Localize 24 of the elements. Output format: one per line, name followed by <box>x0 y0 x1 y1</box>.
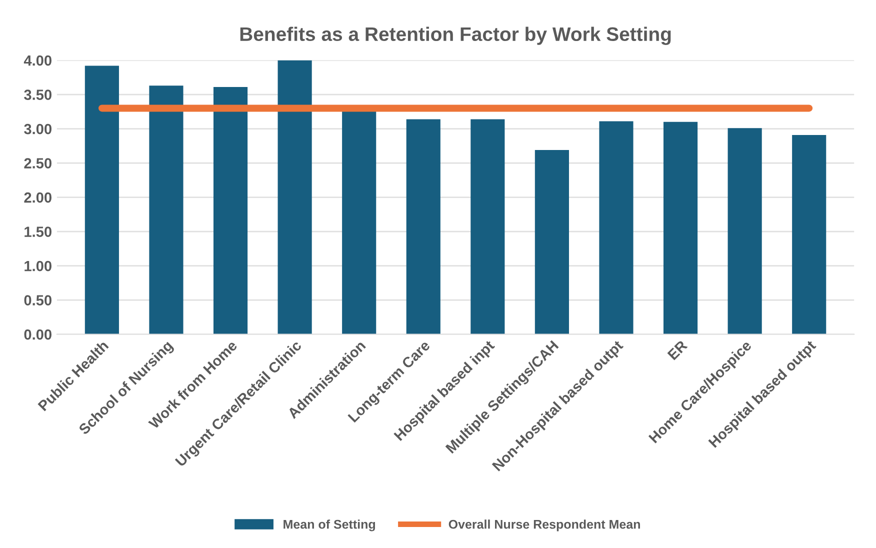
bar <box>534 150 569 334</box>
y-tick-label: 0.00 <box>24 329 52 340</box>
bar <box>599 121 634 334</box>
bar <box>149 86 184 334</box>
y-tick-label: 3.00 <box>24 124 52 134</box>
legend-label: Overall Nurse Respondent Mean <box>448 520 640 532</box>
y-tick-label: 0.50 <box>24 295 52 306</box>
y-tick-label: 1.00 <box>24 260 52 272</box>
bar <box>406 119 440 334</box>
y-tick-label: 2.50 <box>24 158 52 168</box>
bar <box>278 60 312 334</box>
y-tick-label: 3.50 <box>24 90 52 100</box>
legend-label: Mean of Setting <box>284 520 375 532</box>
bar <box>84 66 119 334</box>
bar <box>470 119 505 334</box>
y-tick-label: 2.00 <box>24 192 52 203</box>
bar <box>342 110 376 334</box>
chart-title: Benefits as a Retention Factor by Work Setting <box>240 26 671 45</box>
y-tick-label: 1.50 <box>24 226 52 237</box>
bar <box>728 128 762 334</box>
bar <box>792 134 826 334</box>
bar <box>213 86 248 334</box>
y-tick-label: 4.00 <box>24 55 52 66</box>
bar <box>663 122 698 334</box>
